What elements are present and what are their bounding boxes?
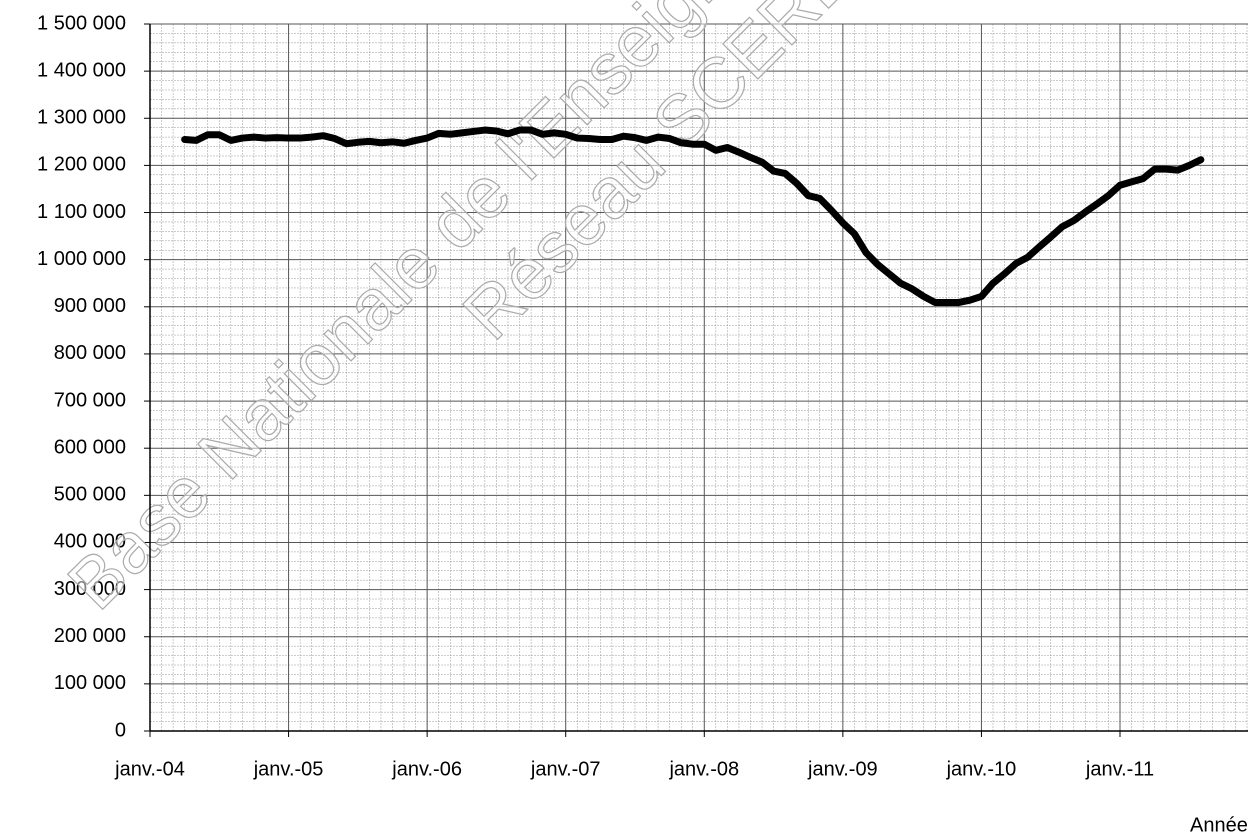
- y-tick-label: 400 000: [54, 531, 126, 553]
- y-tick-label: 500 000: [54, 484, 126, 506]
- x-tick-label: janv.-07: [530, 758, 601, 780]
- x-tick-label: janv.-06: [391, 758, 462, 780]
- x-tick-label: janv.-11: [1085, 758, 1154, 780]
- y-tick-label: 200 000: [54, 625, 126, 647]
- x-tick-label: janv.-05: [253, 758, 324, 780]
- x-axis-label: Années: [1190, 814, 1248, 836]
- y-tick-label: 100 000: [54, 672, 126, 694]
- x-tick-label: janv.-08: [668, 758, 739, 780]
- x-tick-label: janv.-04: [114, 758, 185, 780]
- y-tick-label: 1 100 000: [37, 201, 126, 223]
- x-tick-label: janv.-09: [807, 758, 878, 780]
- y-tick-label: 0: [115, 719, 126, 741]
- y-tick-label: 900 000: [54, 295, 126, 317]
- y-tick-label: 600 000: [54, 436, 126, 458]
- y-tick-label: 1 400 000: [37, 59, 126, 81]
- data-line: [181, 126, 1205, 307]
- x-tick-label: janv.-10: [946, 758, 1017, 780]
- y-tick-label: 1 000 000: [37, 248, 126, 270]
- y-tick-label: 1 300 000: [37, 107, 126, 129]
- y-tick-label: 800 000: [54, 342, 126, 364]
- y-tick-label: 1 200 000: [37, 154, 126, 176]
- y-tick-label: 700 000: [54, 389, 126, 411]
- y-tick-label: 300 000: [54, 578, 126, 600]
- y-tick-label: 1 500 000: [37, 12, 126, 34]
